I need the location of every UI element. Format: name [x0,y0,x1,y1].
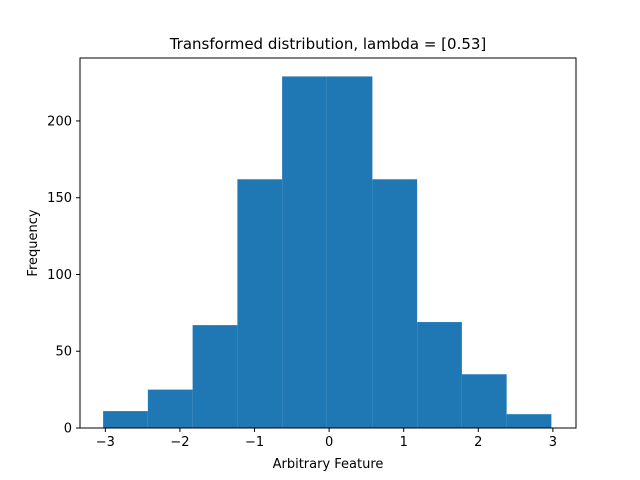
x-tick-label: −2 [170,435,189,450]
x-tick-label: 3 [549,435,557,450]
chart-title: Transformed distribution, lambda = [0.53… [169,35,487,53]
plot-frame [79,57,577,429]
y-tick-label: 150 [47,191,72,206]
y-tick-label: 100 [47,268,72,283]
histogram-bar [192,325,238,428]
histogram-bar [506,414,552,428]
y-tick-label: 50 [55,345,72,360]
x-axis-label: Arbitrary Feature [273,457,384,472]
y-axis-ticks: 0 50 100 150 200 [47,114,80,437]
histogram-bar [372,179,418,428]
x-axis-ticks: −3 −2 −1 0 1 2 3 [96,428,557,450]
histogram-bar [326,76,373,429]
x-tick-label: −3 [96,435,115,450]
y-tick-label: 0 [64,422,72,437]
x-tick-label: −1 [245,435,264,450]
x-tick-label: 2 [474,435,482,450]
y-axis-label: Frequency [26,209,41,276]
histogram-bar [417,322,462,428]
x-tick-label: 1 [400,435,408,450]
histogram-bars [103,76,552,429]
y-tick-label: 200 [47,114,72,129]
histogram-bar [237,179,283,428]
histogram-bar [103,411,148,428]
x-tick-label: 0 [325,435,333,450]
histogram-bar [461,374,507,428]
histogram-bar [147,389,193,428]
histogram-bar [282,76,327,429]
